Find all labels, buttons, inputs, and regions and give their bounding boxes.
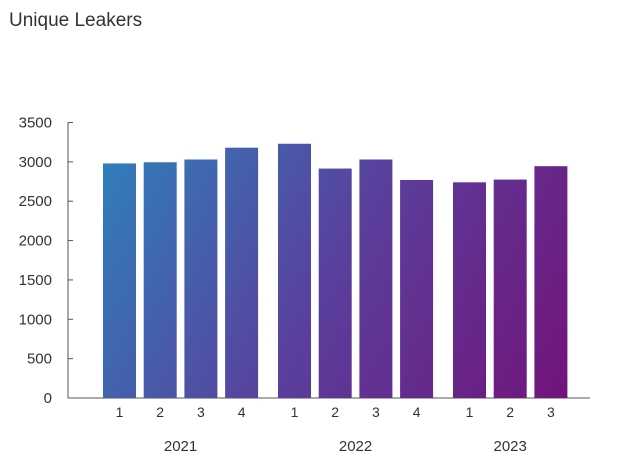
y-tick-label: 1000 <box>19 311 52 328</box>
bar <box>359 159 393 398</box>
x-tick-label: 3 <box>197 404 205 420</box>
year-label: 2021 <box>164 438 197 455</box>
x-tick-label: 2 <box>331 404 339 420</box>
bar <box>534 166 568 398</box>
y-tick-label: 1500 <box>19 272 52 289</box>
y-tick-label: 2000 <box>19 233 52 250</box>
y-tick-label: 2500 <box>19 193 52 210</box>
x-tick-label: 3 <box>547 404 555 420</box>
x-tick-label: 1 <box>291 404 299 420</box>
y-tick-label: 3500 <box>19 115 52 132</box>
chart-title: Unique Leakers <box>9 10 143 31</box>
y-tick-label: 500 <box>27 351 52 368</box>
y-tick-label: 0 <box>44 390 52 407</box>
bar <box>400 179 434 398</box>
y-tick-label: 3000 <box>19 154 52 171</box>
bar <box>103 163 136 398</box>
year-label: 2022 <box>339 438 372 455</box>
x-tick-label: 4 <box>238 404 246 420</box>
bar <box>225 147 259 398</box>
x-tick-label: 3 <box>372 404 380 420</box>
bar <box>453 182 486 398</box>
x-tick-label: 2 <box>156 404 164 420</box>
bar <box>318 168 352 398</box>
bar <box>493 179 527 398</box>
x-tick-label: 4 <box>413 404 421 420</box>
year-label: 2023 <box>494 438 527 455</box>
bar <box>184 159 218 398</box>
x-tick-label: 1 <box>466 404 474 420</box>
x-tick-label: 1 <box>116 404 124 420</box>
bar <box>143 162 177 398</box>
x-tick-label: 2 <box>506 404 514 420</box>
bar <box>278 143 311 398</box>
